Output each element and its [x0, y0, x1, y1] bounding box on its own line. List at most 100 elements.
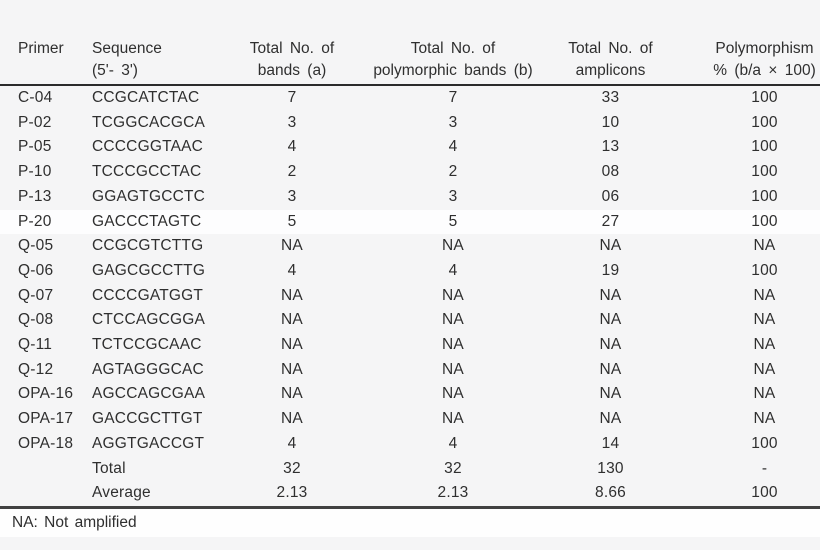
header-line2: % (b/a × 100) [713, 62, 816, 79]
table-row: Q-07 CCCCGATGGT NA NA NA NA [0, 284, 820, 309]
cell-primer: Q-05 [18, 237, 54, 255]
cell-bands: NA [281, 336, 303, 354]
cell-primer: Q-06 [18, 261, 54, 279]
cell-polymorphic: 4 [448, 261, 458, 279]
cell-amplicons: NA [599, 286, 622, 304]
cell-polymorphic: NA [442, 410, 464, 428]
cell-bands: 2 [287, 163, 297, 181]
cell-polymorphism: 100 [751, 212, 778, 230]
cell-polymorphic: 4 [448, 138, 458, 156]
header-line1: Total No. of [568, 40, 653, 57]
cell-polymorphic: NA [442, 311, 464, 329]
cell-polymorphic: NA [442, 360, 464, 378]
cell-bands: 3 [287, 113, 297, 131]
cell-polymorphism: NA [753, 286, 776, 304]
cell-polymorphism: NA [753, 336, 776, 354]
cell-sequence: CCCCGATGGT [92, 286, 204, 304]
cell-primer: P-13 [18, 187, 52, 205]
cell-primer: Q-07 [18, 286, 54, 304]
cell-polymorphism: NA [753, 360, 776, 378]
cell-amplicons: NA [599, 237, 622, 255]
table-row: Average 2.13 2.13 8.66 100 [0, 481, 820, 506]
cell-primer: OPA-16 [18, 385, 74, 403]
cell-sequence: GACCGCTTGT [92, 410, 203, 428]
cell-bands: NA [281, 360, 303, 378]
table-row: Q-05 CCGCGTCTTG NA NA NA NA [0, 234, 820, 259]
cell-polymorphic: 2 [448, 163, 458, 181]
cell-primer: P-10 [18, 163, 52, 181]
cell-polymorphic: 3 [448, 113, 458, 131]
cell-polymorphism: - [761, 459, 768, 477]
cell-amplicons: 27 [601, 212, 620, 230]
cell-polymorphic: NA [442, 385, 464, 403]
cell-polymorphism: 100 [751, 261, 778, 279]
cell-amplicons: NA [599, 410, 622, 428]
cell-sequence: AGCCAGCGAA [92, 385, 206, 403]
table-row: C-04 CCGCATCTAC 7 7 33 100 [0, 85, 820, 111]
cell-primer: C-04 [18, 89, 53, 106]
cell-primer: OPA-18 [18, 434, 74, 452]
header-line2: polymorphic bands (b) [373, 62, 533, 79]
header-line2: amplicons [575, 62, 646, 79]
cell-bands: 4 [287, 434, 297, 452]
table-bottom-rule [0, 505, 820, 509]
cell-polymorphism: NA [753, 237, 776, 255]
cell-sequence: Total [92, 459, 126, 477]
col-header-polymorphism-pct: Polymorphism % (b/a × 100) [687, 26, 820, 86]
table-header: Primer Sequence (5'- 3') Total No. of ba… [0, 26, 820, 86]
cell-sequence: CCGCGTCTTG [92, 237, 204, 255]
cell-amplicons: 13 [601, 138, 620, 156]
cell-sequence: AGTAGGGCAC [92, 360, 204, 378]
cell-polymorphic: NA [442, 237, 464, 255]
cell-sequence: GGAGTGCCTC [92, 187, 206, 205]
cell-sequence: Average [92, 484, 151, 502]
cell-polymorphism: 100 [751, 138, 778, 156]
table-row: OPA-16 AGCCAGCGAA NA NA NA NA [0, 382, 820, 407]
table-body: C-04 CCGCATCTAC 7 7 33 100 P-02 TCGGCACGCA 3 3 10 1… [0, 85, 820, 506]
col-header-amplicons: Total No. of amplicons [534, 26, 687, 86]
cell-amplicons: 14 [601, 434, 620, 452]
cell-bands: 3 [287, 187, 297, 205]
cell-polymorphism: 100 [751, 187, 778, 205]
cell-sequence: TCGGCACGCA [92, 113, 206, 131]
cell-bands: 7 [287, 89, 297, 106]
cell-primer: P-02 [18, 113, 52, 131]
cell-polymorphic: 4 [448, 434, 458, 452]
cell-primer [0, 481, 85, 506]
cell-bands: 4 [287, 138, 297, 156]
cell-sequence: CTCCAGCGGA [92, 311, 206, 329]
cell-polymorphic: 5 [448, 212, 458, 230]
cell-bands: 5 [287, 212, 297, 230]
header-line1: Primer [18, 40, 64, 57]
cell-sequence: CCGCATCTAC [92, 89, 200, 106]
cell-sequence: GACCCTAGTC [92, 212, 202, 230]
table-row: OPA-18 AGGTGACCGT 4 4 14 100 [0, 432, 820, 457]
cell-bands: NA [281, 237, 303, 255]
cell-polymorphic: NA [442, 286, 464, 304]
cell-polymorphism: 100 [751, 163, 778, 181]
cell-polymorphism: 100 [751, 484, 778, 502]
cell-polymorphic: 32 [444, 459, 462, 477]
cell-polymorphism: NA [753, 311, 776, 329]
cell-amplicons: 8.66 [595, 484, 626, 502]
cell-primer: P-05 [18, 138, 52, 156]
cell-bands: NA [281, 311, 303, 329]
cell-amplicons: 06 [601, 187, 620, 205]
paper-table-sheet: Primer Sequence (5'- 3') Total No. of ba… [0, 26, 820, 550]
cell-primer [0, 457, 85, 482]
table-row: P-05 CCCCGGTAAC 4 4 13 100 [0, 135, 820, 160]
header-line2: (5'- 3') [92, 62, 138, 79]
table-row: OPA-17 GACCGCTTGT NA NA NA NA [0, 407, 820, 432]
header-line2: bands (a) [257, 62, 327, 79]
cell-amplicons: 08 [601, 163, 620, 181]
cell-amplicons: 10 [601, 113, 620, 131]
cell-bands: NA [281, 286, 303, 304]
table-row: Q-06 GAGCGCCTTG 4 4 19 100 [0, 259, 820, 284]
col-header-primer: Primer [0, 26, 85, 86]
table-row: Total 32 32 130 - [0, 457, 820, 482]
cell-primer: Q-12 [18, 360, 54, 378]
table-row: Q-12 AGTAGGGCAC NA NA NA NA [0, 358, 820, 383]
cell-primer: Q-11 [18, 336, 53, 354]
primer-polymorphism-table: Primer Sequence (5'- 3') Total No. of ba… [0, 26, 820, 506]
table-row: P-02 TCGGCACGCA 3 3 10 100 [0, 111, 820, 136]
